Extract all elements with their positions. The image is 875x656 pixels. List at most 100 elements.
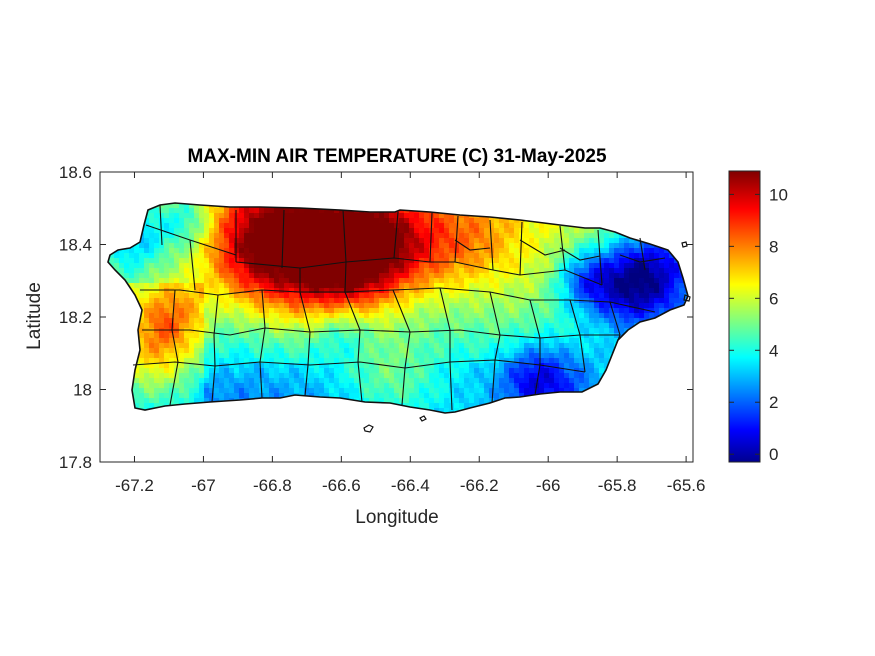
field-cell [504, 248, 510, 254]
field-cell [549, 303, 555, 309]
field-cell [279, 388, 285, 394]
field-cell [324, 288, 330, 294]
field-cell [379, 388, 385, 394]
field-cell [429, 258, 435, 264]
field-cell [264, 393, 270, 399]
field-cell [449, 248, 455, 254]
field-cell [484, 283, 490, 289]
field-cell [369, 293, 375, 299]
field-cell [614, 298, 620, 304]
field-cell [409, 318, 415, 324]
field-cell [549, 268, 555, 274]
field-cell [514, 268, 520, 274]
field-cell [464, 248, 470, 254]
field-cell [424, 233, 430, 239]
field-cell [259, 353, 265, 359]
field-cell [559, 343, 565, 349]
field-cell [124, 248, 130, 254]
field-cell [339, 228, 345, 234]
field-cell [589, 318, 595, 324]
field-cell [384, 233, 390, 239]
field-cell [544, 368, 550, 374]
field-cell [214, 333, 220, 339]
field-cell [319, 313, 325, 319]
field-cell [424, 393, 430, 399]
field-cell [189, 203, 195, 209]
field-cell [399, 263, 405, 269]
field-cell [359, 298, 365, 304]
field-cell [284, 343, 290, 349]
field-cell [409, 338, 415, 344]
field-cell [289, 278, 295, 284]
field-cell [409, 353, 415, 359]
field-cell [264, 373, 270, 379]
field-cell [479, 238, 485, 244]
field-cell [654, 268, 660, 274]
field-cell [204, 298, 210, 304]
field-cell [264, 328, 270, 334]
field-cell [139, 383, 145, 389]
field-cell [249, 343, 255, 349]
field-cell [399, 313, 405, 319]
field-cell [609, 258, 615, 264]
field-cell [224, 268, 230, 274]
field-cell [314, 233, 320, 239]
field-cell [224, 293, 230, 299]
field-cell [304, 208, 310, 214]
field-cell [464, 343, 470, 349]
field-cell [434, 273, 440, 279]
field-cell [199, 208, 205, 214]
field-cell [164, 318, 170, 324]
field-cell [349, 348, 355, 354]
field-cell [374, 313, 380, 319]
field-cell [529, 223, 535, 229]
field-cell [314, 288, 320, 294]
field-cell [649, 283, 655, 289]
field-cell [619, 273, 625, 279]
field-cell [229, 368, 235, 374]
field-cell [369, 278, 375, 284]
field-cell [254, 213, 260, 219]
field-cell [239, 373, 245, 379]
field-cell [359, 383, 365, 389]
field-cell [384, 238, 390, 244]
field-cell [424, 403, 430, 409]
field-cell [264, 228, 270, 234]
field-cell [144, 383, 150, 389]
field-cell [179, 228, 185, 234]
field-cell [164, 333, 170, 339]
field-cell [209, 248, 215, 254]
field-cell [529, 383, 535, 389]
field-cell [299, 363, 305, 369]
field-cell [209, 353, 215, 359]
field-cell [169, 398, 175, 404]
field-cell [539, 243, 545, 249]
field-cell [334, 358, 340, 364]
field-cell [509, 358, 515, 364]
field-cell [244, 268, 250, 274]
field-cell [609, 273, 615, 279]
field-cell [364, 238, 370, 244]
field-cell [514, 393, 520, 399]
field-cell [364, 343, 370, 349]
field-cell [184, 218, 190, 224]
field-cell [344, 258, 350, 264]
field-cell [544, 233, 550, 239]
field-cell [449, 253, 455, 259]
field-cell [474, 248, 480, 254]
field-cell [159, 328, 165, 334]
field-cell [459, 368, 465, 374]
field-cell [279, 303, 285, 309]
field-cell [414, 213, 420, 219]
field-cell [464, 258, 470, 264]
field-cell [474, 293, 480, 299]
field-cell [379, 333, 385, 339]
field-cell [369, 378, 375, 384]
field-cell [294, 258, 300, 264]
field-cell [309, 268, 315, 274]
field-cell [384, 273, 390, 279]
field-cell [204, 358, 210, 364]
field-cell [314, 278, 320, 284]
field-cell [434, 298, 440, 304]
field-cell [584, 253, 590, 259]
